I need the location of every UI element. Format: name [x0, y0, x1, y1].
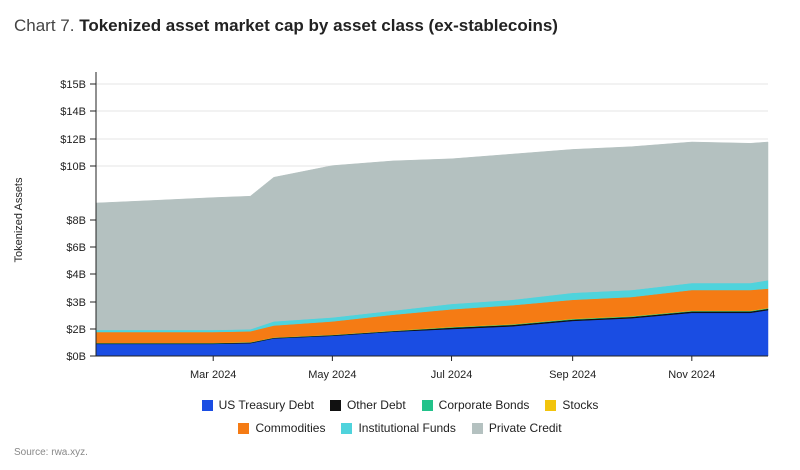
y-tick-label: $0B: [66, 351, 86, 363]
legend-item: US Treasury Debt: [201, 398, 314, 412]
legend-label: Other Debt: [346, 398, 406, 412]
legend-item: Corporate Bonds: [421, 398, 530, 412]
y-tick-label: $3B: [66, 297, 86, 309]
y-axis-label: Tokenized Assets: [13, 177, 25, 262]
legend-item: Institutional Funds: [341, 421, 456, 435]
chart-title: Chart 7. Tokenized asset market cap by a…: [14, 16, 558, 36]
legend-item: Other Debt: [329, 398, 406, 412]
y-tick-label: $8B: [66, 215, 86, 227]
legend-item: Commodities: [238, 421, 325, 435]
legend-label: Institutional Funds: [358, 421, 456, 435]
y-tick-label: $14B: [60, 106, 86, 118]
y-tick-label: $2B: [66, 324, 86, 336]
chart-number: Chart 7.: [14, 16, 75, 35]
area-private-credit: [95, 141, 769, 331]
legend-item: Stocks: [545, 398, 598, 412]
legend-label: US Treasury Debt: [218, 398, 314, 412]
legend-item: Private Credit: [471, 421, 562, 435]
legend-swatch: [329, 399, 341, 411]
x-tick-label: Mar 2024: [190, 369, 236, 381]
legend-swatch: [341, 422, 353, 434]
legend-row-2: Commodities Institutional Funds Private Cr…: [0, 421, 800, 435]
legend-swatch: [201, 399, 213, 411]
chart-title-text: Tokenized asset market cap by asset clas…: [79, 16, 558, 35]
x-tick-label: Nov 2024: [668, 369, 715, 381]
legend-label: Stocks: [562, 398, 599, 412]
x-tick-label: Jul 2024: [431, 369, 473, 381]
x-tick-label: May 2024: [308, 369, 356, 381]
legend-row-1: US Treasury Debt Other Debt Corporate Bond…: [0, 398, 800, 412]
legend-label: Corporate Bonds: [438, 398, 530, 412]
y-tick-label: $12B: [60, 134, 86, 146]
legend-swatch: [238, 422, 250, 434]
x-tick-label: Sep 2024: [549, 369, 596, 381]
y-tick-label: $15B: [60, 79, 86, 91]
legend-label: Private Credit: [488, 421, 562, 435]
legend-label: Commodities: [255, 421, 326, 435]
legend-swatch: [545, 399, 557, 411]
y-tick-label: $10B: [60, 161, 86, 173]
y-tick-label: $4B: [66, 269, 86, 281]
legend-swatch: [421, 399, 433, 411]
source-note: Source: rwa.xyz.: [14, 447, 88, 458]
y-tick-label: $6B: [66, 242, 86, 254]
legend-swatch: [471, 422, 483, 434]
